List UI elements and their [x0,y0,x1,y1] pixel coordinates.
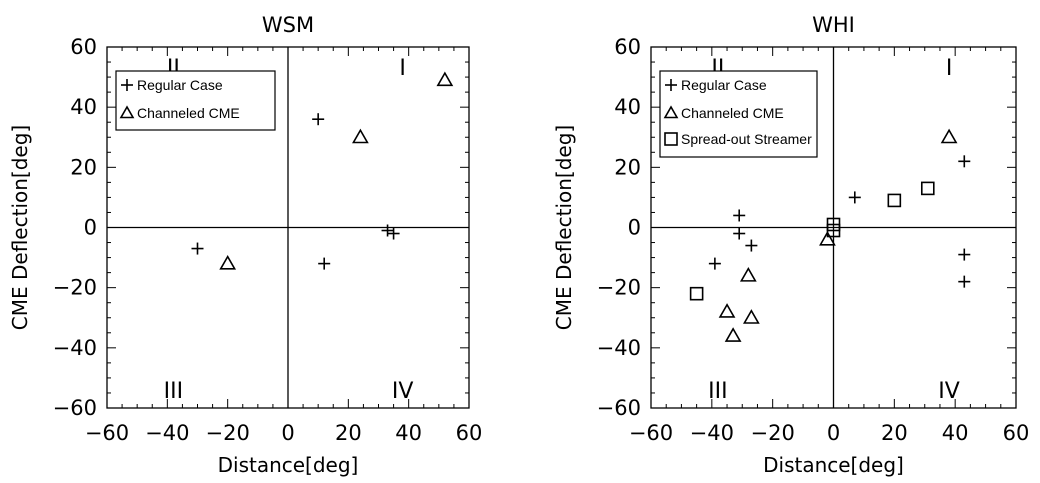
wsm-quadrant-label: I [399,56,406,81]
wsm-legend-marker [121,79,133,91]
wsm-xtick-label: −60 [85,421,129,445]
wsm-point-plus [387,227,400,240]
wsm-point-plus [312,113,325,126]
wsm-legend-label: Channeled CME [137,105,240,121]
whi-point-plus [958,275,971,288]
wsm-xtick-label: −40 [145,421,189,445]
wsm-quadrant-label: III [164,379,183,404]
wsm-x-axis-label: Distance[deg] [218,453,359,477]
whi-point-square [887,193,902,208]
whi-ytick-label: −20 [597,276,641,300]
wsm-ytick-label: 0 [84,216,97,240]
whi-xtick-label: 40 [942,421,969,445]
whi-ytick-label: 0 [628,216,641,240]
whi-legend-label: Spread-out Streamer [681,131,812,147]
wsm-ytick-label: 20 [70,155,97,179]
whi-point-plus [958,248,971,261]
whi-panel: −60 −40 −20 0 20 40 60 −60 −40 −20 0 20 40 60 WHI Dista… [552,13,1029,477]
whi-point-plus [958,155,971,168]
whi-point-triangle [724,327,742,342]
wsm-xtick-label: 20 [335,421,362,445]
wsm-ytick-label: −60 [53,396,97,420]
whi-point-square [689,286,704,301]
whi-x-axis-label: Distance[deg] [763,453,904,477]
whi-point-plus [733,209,746,222]
whi-point-triangle [718,303,736,318]
wsm-point-triangle [436,71,454,87]
whi-xtick-label: −60 [629,421,673,445]
whi-xtick-label: 0 [827,421,840,445]
whi-point-square [920,181,935,196]
whi-ytick-label: 60 [614,35,641,59]
wsm-legend-marker [119,105,135,119]
wsm-xtick-label: −20 [206,421,250,445]
whi-legend-marker [663,105,679,119]
whi-quadrant-label: III [708,379,727,404]
whi-legend-box [659,70,818,158]
wsm-xtick-label: 60 [456,421,483,445]
whi-point-triangle [742,309,760,324]
whi-legend-marker [664,132,678,146]
wsm-ytick-label: −40 [53,336,97,360]
whi-y-axis-label: CME Deflection[deg] [552,125,576,330]
wsm-xtick-label: 40 [395,421,422,445]
wsm-point-triangle [219,254,237,270]
wsm-panel: −60 −40 −20 0 20 40 60 −60 −40 −20 0 20 40 60 WSM Dista… [8,13,482,477]
wsm-legend-label: Regular Case [137,77,223,93]
whi-point-triangle [739,267,757,282]
wsm-ytick-label: 60 [70,35,97,59]
whi-xtick-label: 60 [1003,421,1030,445]
whi-legend-marker [665,79,677,91]
whi-xtick-label: −20 [751,421,795,445]
whi-ytick-label: 20 [614,155,641,179]
whi-ytick-label: −40 [597,336,641,360]
whi-point-square [826,223,841,238]
whi-legend-label: Regular Case [681,77,767,93]
wsm-point-plus [318,257,331,270]
wsm-point-plus [191,242,204,255]
whi-point-triangle [940,128,958,144]
whi-point-plus [848,191,861,204]
whi-quadrant-label: I [946,56,953,81]
whi-point-plus [745,239,758,252]
wsm-chart-title: WSM [262,13,314,37]
whi-ytick-label: 40 [614,95,641,119]
whi-point-plus [708,257,721,270]
wsm-ytick-label: −20 [53,276,97,300]
whi-point-plus [733,227,746,240]
wsm-legend-box [115,70,276,131]
whi-ytick-label: −60 [597,396,641,420]
whi-xtick-label: −40 [690,421,734,445]
wsm-ytick-label: 40 [70,95,97,119]
wsm-point-triangle [352,128,369,144]
wsm-quadrant-label: IV [392,379,414,404]
whi-chart-title: WHI [812,13,855,37]
wsm-point-plus [381,224,394,237]
whi-point-triangle [819,230,836,246]
whi-xtick-label: 20 [881,421,908,445]
wsm-xtick-label: 0 [281,421,294,445]
whi-quadrant-label: IV [938,379,960,404]
wsm-y-axis-label: CME Deflection[deg] [8,125,32,330]
whi-legend-label: Channeled CME [681,105,784,121]
